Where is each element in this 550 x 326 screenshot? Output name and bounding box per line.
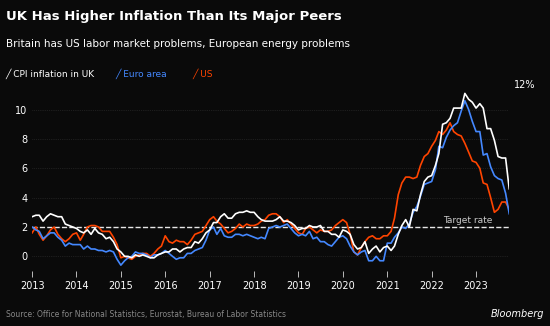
Text: Bloomberg: Bloomberg (491, 309, 544, 319)
Text: Target rate: Target rate (443, 216, 492, 225)
Text: 12%: 12% (514, 80, 536, 90)
Text: Source: Office for National Statistics, Eurostat, Bureau of Labor Statistics: Source: Office for National Statistics, … (6, 310, 285, 319)
Text: UK Has Higher Inflation Than Its Major Peers: UK Has Higher Inflation Than Its Major P… (6, 10, 341, 23)
Text: ╱ CPI inflation in UK: ╱ CPI inflation in UK (6, 68, 95, 79)
Text: ╱ US: ╱ US (192, 68, 213, 79)
Text: Britain has US labor market problems, European energy problems: Britain has US labor market problems, Eu… (6, 39, 349, 49)
Text: ╱ Euro area: ╱ Euro area (116, 68, 167, 79)
